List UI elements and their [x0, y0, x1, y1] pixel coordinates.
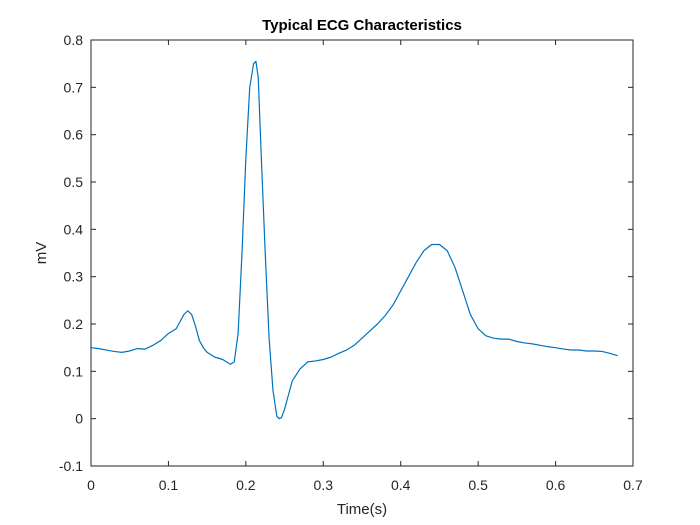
y-tick-label: 0.1 — [64, 363, 84, 379]
x-tick-label: 0.1 — [159, 477, 179, 493]
chart-title: Typical ECG Characteristics — [262, 17, 462, 34]
series-line-ecg — [90, 60, 618, 420]
x-tick-label: 0.5 — [468, 477, 488, 493]
y-tick-label: 0.7 — [64, 79, 84, 95]
y-tick-label: 0 — [75, 411, 83, 427]
axes-box — [90, 39, 634, 467]
y-axis-label: mV — [33, 242, 50, 265]
y-tick-label: 0.8 — [64, 32, 84, 48]
y-tick-label: 0.3 — [64, 269, 84, 285]
x-tick-label: 0.4 — [391, 477, 411, 493]
x-tick-label: 0.6 — [546, 477, 566, 493]
x-axis-label: Time(s) — [337, 501, 387, 518]
y-tick-label: -0.1 — [59, 458, 83, 474]
x-tick-label: 0.7 — [623, 477, 643, 493]
y-tick-label: 0.5 — [64, 174, 84, 190]
x-tick-label: 0 — [87, 477, 95, 493]
ticks-layer: 0 0.1 0.2 0.3 0.4 0.5 0.6 0.7-0.100.10.20.30.40… — [59, 32, 643, 493]
plot-area — [91, 40, 633, 466]
y-tick-label: 0.2 — [64, 316, 84, 332]
x-tick-label: 0.2 — [236, 477, 256, 493]
y-tick-label: 0.4 — [64, 221, 84, 237]
y-tick-label: 0.6 — [64, 127, 84, 143]
x-tick-label: 0.3 — [314, 477, 334, 493]
